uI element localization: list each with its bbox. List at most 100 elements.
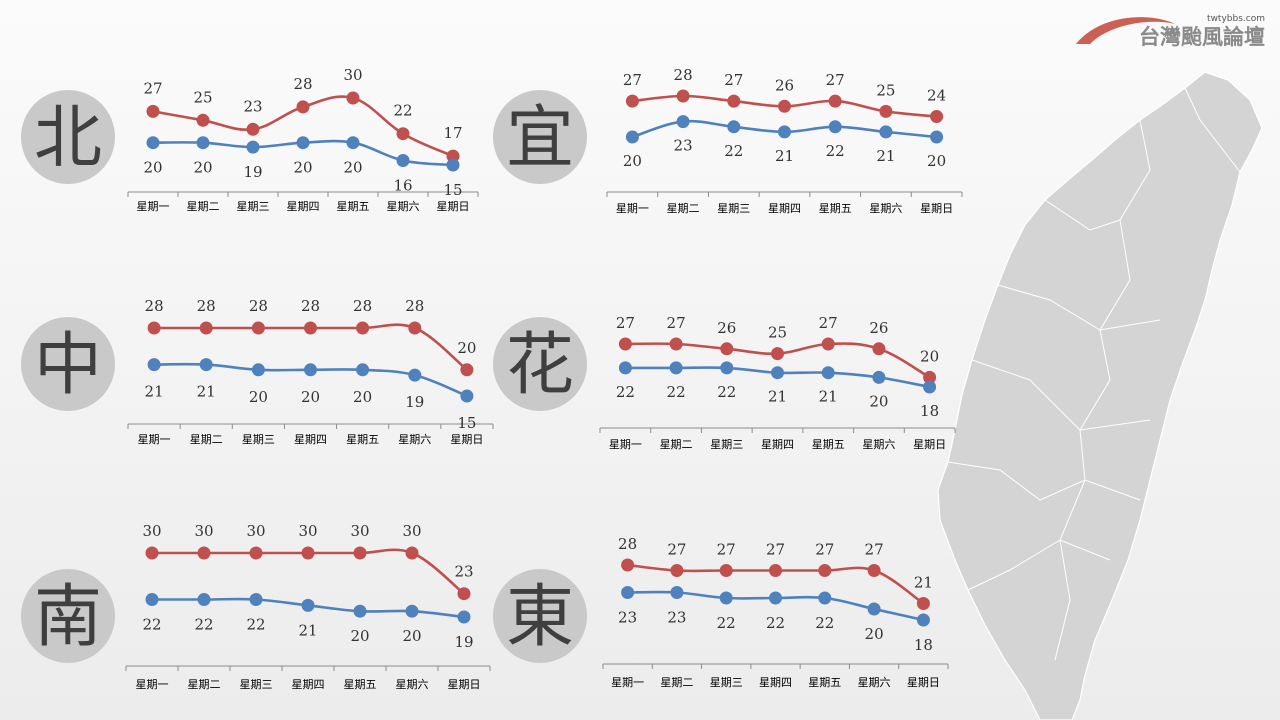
high-temp-point xyxy=(457,587,471,601)
high-temp-label: 27 xyxy=(667,541,686,559)
high-temp-label: 27 xyxy=(623,71,642,89)
low-temp-label: 20 xyxy=(402,627,421,645)
low-temp-label: 21 xyxy=(876,147,895,165)
x-tick-label: 星期二 xyxy=(660,438,693,451)
low-temp-label: 19 xyxy=(405,393,424,411)
x-tick-label: 星期日 xyxy=(448,678,481,691)
high-temp-label: 28 xyxy=(618,535,637,553)
high-temp-point xyxy=(147,321,161,335)
low-temp-point xyxy=(405,604,419,618)
high-temp-label: 27 xyxy=(826,71,845,89)
x-tick-label: 星期六 xyxy=(396,678,429,691)
high-temp-point xyxy=(930,110,944,123)
high-temp-label: 28 xyxy=(145,297,164,315)
high-temp-point xyxy=(353,546,367,560)
low-temp-label: 22 xyxy=(717,383,736,401)
high-temp-label: 27 xyxy=(865,541,884,559)
low-temp-label: 15 xyxy=(443,181,462,199)
x-tick-label: 星期三 xyxy=(240,678,273,691)
high-temp-label: 27 xyxy=(616,314,635,332)
low-temp-label: 22 xyxy=(142,616,161,634)
low-temp-point xyxy=(676,115,690,129)
x-tick-label: 星期一 xyxy=(611,676,644,689)
high-temp-point xyxy=(396,127,410,141)
high-temp-point xyxy=(356,321,370,335)
low-temp-point xyxy=(625,130,639,144)
x-tick-label: 星期五 xyxy=(346,433,379,446)
low-temp-point xyxy=(669,361,683,375)
high-temp-point xyxy=(670,564,684,577)
high-temp-label: 28 xyxy=(301,297,320,315)
low-temp-label: 20 xyxy=(865,625,884,643)
high-temp-label: 28 xyxy=(249,297,268,315)
low-temp-label: 22 xyxy=(724,142,743,160)
high-temp-point xyxy=(296,100,310,114)
x-tick-label: 星期二 xyxy=(187,200,220,213)
x-tick-label: 星期一 xyxy=(138,433,171,446)
high-temp-label: 27 xyxy=(717,541,736,559)
high-temp-label: 27 xyxy=(815,541,834,559)
low-temp-point xyxy=(251,363,265,377)
high-temp-label: 28 xyxy=(293,75,312,93)
low-temp-point xyxy=(828,120,842,134)
taiwan-map xyxy=(937,71,1263,720)
low-temp-label: 21 xyxy=(145,383,164,401)
high-temp-label: 28 xyxy=(197,297,216,315)
high-temp-label: 30 xyxy=(142,522,161,540)
high-temp-point xyxy=(304,321,317,335)
high-temp-point xyxy=(923,370,937,384)
high-temp-point xyxy=(818,564,832,577)
x-tick-label: 星期二 xyxy=(667,202,700,215)
low-temp-label: 22 xyxy=(246,616,265,634)
x-tick-label: 星期六 xyxy=(398,433,431,446)
x-tick-label: 星期四 xyxy=(292,678,325,691)
high-temp-point xyxy=(879,104,893,118)
high-temp-label: 27 xyxy=(143,79,162,97)
region-label: 花 xyxy=(506,326,574,405)
site-logo[interactable]: twtybbs.com 台灣颱風論壇 xyxy=(1076,14,1265,49)
region-circle xyxy=(21,90,115,184)
low-temp-label: 20 xyxy=(249,388,268,406)
low-temp-label: 23 xyxy=(674,137,693,155)
low-temp-point xyxy=(146,136,160,150)
x-tick-label: 星期五 xyxy=(819,202,852,215)
low-temp-point xyxy=(353,604,367,618)
high-temp-point xyxy=(771,347,784,361)
x-tick-label: 星期日 xyxy=(907,676,940,689)
high-temp-label: 28 xyxy=(674,66,693,84)
high-temp-point xyxy=(618,337,632,351)
high-temp-label: 20 xyxy=(920,347,939,365)
x-tick-label: 星期日 xyxy=(450,433,483,446)
x-tick-label: 星期三 xyxy=(710,438,743,451)
x-tick-label: 星期六 xyxy=(858,676,891,689)
high-temp-point xyxy=(251,321,265,335)
high-temp-point xyxy=(199,321,213,335)
high-temp-label: 30 xyxy=(194,522,213,540)
low-temp-label: 22 xyxy=(194,616,213,634)
high-temp-point xyxy=(720,342,734,356)
low-temp-point xyxy=(727,120,741,134)
low-temp-label: 22 xyxy=(815,614,834,632)
low-temp-point xyxy=(821,366,835,380)
high-temp-point xyxy=(769,564,782,577)
logo-name: 台灣颱風論壇 xyxy=(1139,25,1265,49)
low-temp-label: 18 xyxy=(914,636,933,654)
x-tick-label: 星期五 xyxy=(808,676,841,689)
low-temp-point xyxy=(145,593,159,606)
high-temp-point xyxy=(727,94,741,108)
high-temp-label: 17 xyxy=(443,124,462,142)
x-tick-label: 星期三 xyxy=(242,433,275,446)
swoosh-icon xyxy=(1076,17,1175,44)
region-label: 南 xyxy=(34,578,102,657)
region-circle xyxy=(21,569,115,663)
high-temp-point xyxy=(446,149,460,163)
high-temp-label: 25 xyxy=(876,81,895,99)
low-temp-point xyxy=(720,361,734,375)
high-temp-label: 30 xyxy=(298,522,317,540)
low-temp-point xyxy=(408,368,422,382)
high-temp-label: 20 xyxy=(457,339,476,357)
